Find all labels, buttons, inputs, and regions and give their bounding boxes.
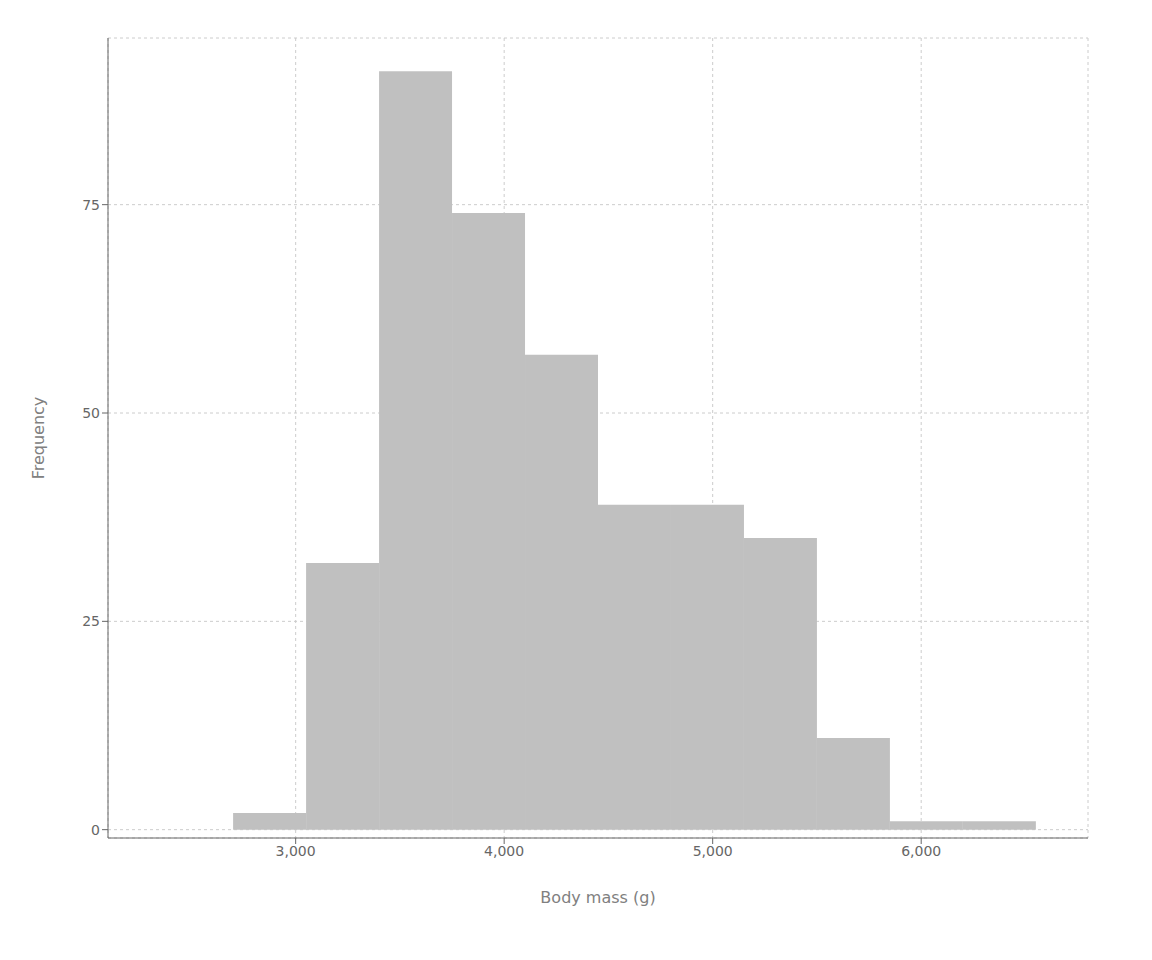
svg-text:3,000: 3,000 bbox=[276, 843, 316, 859]
svg-text:50: 50 bbox=[82, 405, 100, 421]
svg-text:Body mass (g): Body mass (g) bbox=[540, 888, 655, 907]
svg-text:0: 0 bbox=[91, 822, 100, 838]
svg-text:75: 75 bbox=[82, 197, 100, 213]
svg-text:5,000: 5,000 bbox=[693, 843, 733, 859]
svg-text:6,000: 6,000 bbox=[901, 843, 941, 859]
svg-text:4,000: 4,000 bbox=[484, 843, 524, 859]
svg-text:25: 25 bbox=[82, 613, 100, 629]
svg-text:Frequency: Frequency bbox=[29, 397, 48, 480]
